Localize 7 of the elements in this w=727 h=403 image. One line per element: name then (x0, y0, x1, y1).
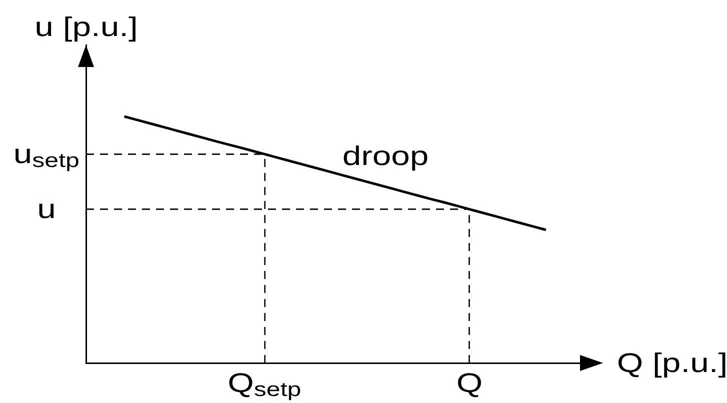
ref-line-label: u$_{setp}$ (12, 138, 79, 172)
series-label: droop (342, 140, 429, 171)
x-tick-label: Q$_{setp}$ (228, 368, 302, 401)
y-axis-title: u [p.u.] (34, 12, 138, 42)
x-axis-title: Q [p.u.] (617, 348, 727, 378)
ref-line-label: u (36, 194, 56, 224)
x-tick-label: Q (456, 368, 482, 398)
